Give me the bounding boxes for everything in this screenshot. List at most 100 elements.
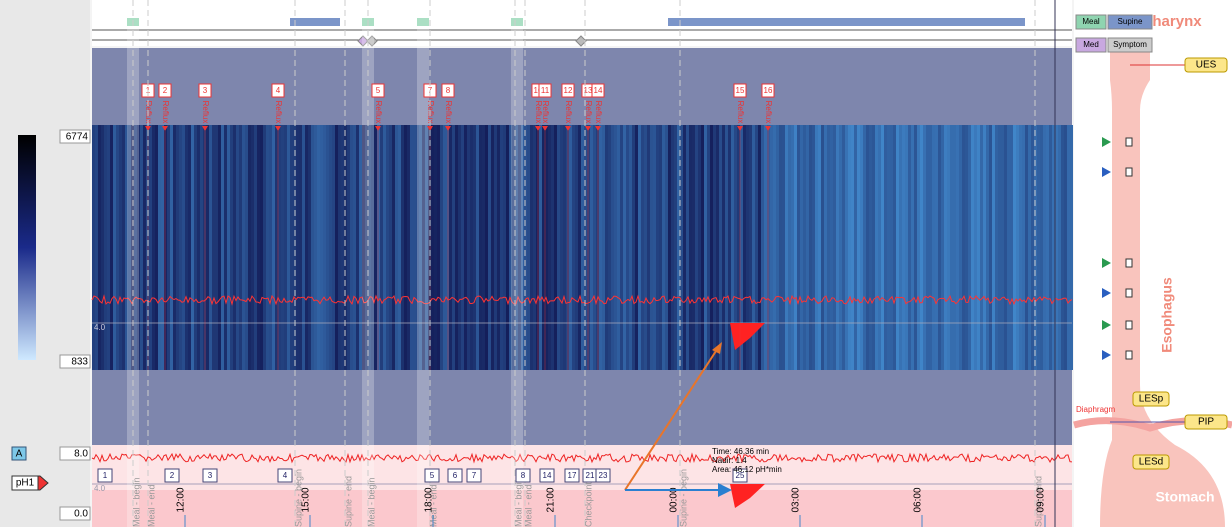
period-label: Meal - begin xyxy=(513,477,523,527)
heat-stripe xyxy=(392,125,395,370)
heat-stripe xyxy=(848,125,851,370)
channel-button-label[interactable]: A xyxy=(16,449,23,460)
heat-stripe xyxy=(95,125,98,370)
med-button-label[interactable]: Med xyxy=(1083,40,1099,49)
reflux-label: Reflux xyxy=(201,101,210,124)
heat-stripe xyxy=(317,125,320,370)
heat-stripe xyxy=(320,125,323,370)
heat-stripe xyxy=(953,125,956,370)
heat-stripe xyxy=(1028,125,1031,370)
reflux-label: Reflux xyxy=(161,101,170,124)
heat-stripe xyxy=(887,125,890,370)
heat-stripe xyxy=(911,125,914,370)
heat-stripe xyxy=(104,125,107,370)
heat-stripe xyxy=(497,125,500,370)
heat-stripe xyxy=(149,125,152,370)
heat-stripe xyxy=(713,125,716,370)
heat-stripe xyxy=(215,125,218,370)
heat-stripe xyxy=(716,125,719,370)
heat-stripe xyxy=(212,125,215,370)
heat-stripe xyxy=(251,125,254,370)
heat-stripe xyxy=(1016,125,1019,370)
heat-stripe xyxy=(962,125,965,370)
heat-stripe xyxy=(1037,125,1040,370)
heat-stripe xyxy=(482,125,485,370)
heat-stripe xyxy=(929,125,932,370)
time-tick-label: 15:00 xyxy=(301,487,312,512)
heat-stripe xyxy=(230,125,233,370)
heat-stripe xyxy=(116,125,119,370)
heat-stripe xyxy=(905,125,908,370)
heat-stripe xyxy=(395,125,398,370)
heat-stripe xyxy=(1010,125,1013,370)
heat-stripe xyxy=(431,125,434,370)
sensor xyxy=(1126,289,1132,297)
heat-stripe xyxy=(1070,125,1073,370)
supine-button-label[interactable]: Supine xyxy=(1118,17,1143,26)
heat-stripe xyxy=(326,125,329,370)
heat-stripe xyxy=(881,125,884,370)
heat-stripe xyxy=(992,125,995,370)
heat-stripe xyxy=(1046,125,1049,370)
heat-stripe xyxy=(956,125,959,370)
heat-stripe xyxy=(122,125,125,370)
heat-stripe xyxy=(932,125,935,370)
symptom-button-label[interactable]: Symptom xyxy=(1113,40,1147,49)
heat-stripe xyxy=(860,125,863,370)
heat-stripe xyxy=(440,125,443,370)
meal-column xyxy=(511,0,523,527)
heat-stripe xyxy=(629,125,632,370)
heat-stripe xyxy=(845,125,848,370)
heat-stripe xyxy=(389,125,392,370)
time-tick-label: 06:00 xyxy=(913,487,924,512)
reflux-number: 2 xyxy=(163,86,168,95)
period-label: Meal - begin xyxy=(131,477,141,527)
ph-event-number: 3 xyxy=(208,471,213,480)
heat-stripe xyxy=(458,125,461,370)
heat-stripe xyxy=(707,125,710,370)
heat-stripe xyxy=(824,125,827,370)
period-label: Meal - end xyxy=(146,484,156,527)
lesd-label: LESd xyxy=(1139,457,1163,468)
heat-stripe xyxy=(833,125,836,370)
heat-stripe xyxy=(590,125,593,370)
heat-stripe xyxy=(485,125,488,370)
heat-stripe xyxy=(143,125,146,370)
heat-stripe xyxy=(464,125,467,370)
heat-stripe xyxy=(1043,125,1046,370)
heat-stripe xyxy=(818,125,821,370)
heat-stripe xyxy=(614,125,617,370)
esophagus-label: Esophagus xyxy=(1159,277,1175,353)
heat-stripe xyxy=(602,125,605,370)
heat-stripe xyxy=(863,125,866,370)
reflux-number: 8 xyxy=(446,86,451,95)
heat-stripe xyxy=(197,125,200,370)
heat-stripe xyxy=(167,125,170,370)
supine-marker xyxy=(668,18,1025,26)
heat-stripe xyxy=(470,125,473,370)
heat-stripe xyxy=(170,125,173,370)
meal-button-label[interactable]: Meal xyxy=(1082,17,1100,26)
sensor xyxy=(1126,138,1132,146)
heat-stripe xyxy=(401,125,404,370)
channel-name[interactable]: pH1 xyxy=(16,478,35,489)
heat-stripe xyxy=(494,125,497,370)
heat-stripe xyxy=(224,125,227,370)
heat-stripe xyxy=(623,125,626,370)
diaphragm-label: Diaphragm xyxy=(1076,405,1115,414)
time-tick-label: 18:00 xyxy=(424,487,435,512)
heat-stripe xyxy=(200,125,203,370)
ph-event-number: 2 xyxy=(170,471,175,480)
heat-stripe xyxy=(836,125,839,370)
heat-stripe xyxy=(764,125,767,370)
heat-stripe xyxy=(878,125,881,370)
heat-stripe xyxy=(872,125,875,370)
sensor xyxy=(1126,321,1132,329)
heat-stripe xyxy=(674,125,677,370)
heat-stripe xyxy=(656,125,659,370)
heat-stripe xyxy=(869,125,872,370)
heat-stripe xyxy=(452,125,455,370)
heat-stripe xyxy=(809,125,812,370)
heat-stripe xyxy=(947,125,950,370)
sensor xyxy=(1126,259,1132,267)
